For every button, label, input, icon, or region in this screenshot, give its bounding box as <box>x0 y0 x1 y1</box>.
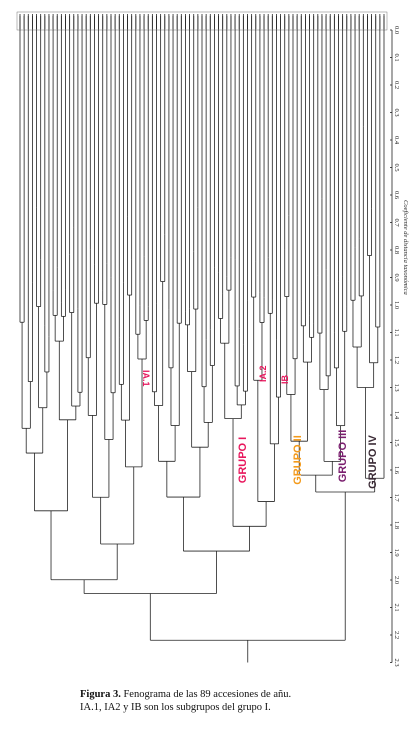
dendrogram: 0.0 0.1 0.2 0.3 0.4 0.5 0.6 0.7 0.8 0.9 1.0 1.1 1.2 1… <box>16 11 409 667</box>
caption-text: Fenograma de las 89 accesiones de añu. <box>123 689 292 700</box>
group-label-i: GRUPO I <box>237 437 249 483</box>
axis-tick-label: 2.3 <box>393 658 400 666</box>
subgroup-label-ia2: IA.2 <box>258 365 268 382</box>
subgroup-label-ib: IB <box>280 374 290 384</box>
axis-tick-label: 0.1 <box>393 53 400 61</box>
axis-tick-label: 1.7 <box>393 493 400 502</box>
axis-tick-label: 0.8 <box>393 246 400 254</box>
axis-tick-label: 0.6 <box>393 191 400 200</box>
caption-label: Figura 3. <box>80 689 121 700</box>
axis-tick-label: 0.7 <box>393 218 400 227</box>
axis-tick-label: 2.2 <box>393 631 400 639</box>
group-label-iii: GRUPO III <box>337 430 349 483</box>
axis-tick-label: 0.9 <box>393 273 400 281</box>
axis-tick-label: 1.4 <box>393 411 400 420</box>
axis-tick-label: 0.2 <box>393 81 400 89</box>
group-label-iv: GRUPO IV <box>367 434 379 488</box>
distance-axis: 0.0 0.1 0.2 0.3 0.4 0.5 0.6 0.7 0.8 0.9 1.0 1.1 1.2 1… <box>390 26 400 667</box>
axis-tick-label: 0.4 <box>393 136 400 145</box>
axis-tick-label: 2.1 <box>393 603 400 611</box>
axis-tick-label: 1.0 <box>393 301 400 309</box>
axis-tick-label: 0.0 <box>393 26 400 34</box>
axis-tick-label: 1.5 <box>393 438 400 446</box>
subgroup-label-ia1: IA.1 <box>141 370 151 387</box>
axis-label: Coeficiente de distancia taxonómica <box>402 200 409 295</box>
axis-tick-label: 1.3 <box>393 383 400 391</box>
axis-tick-label: 1.9 <box>393 548 400 556</box>
axis-tick-label: 1.1 <box>393 328 400 336</box>
axis-tick-label: 1.2 <box>393 356 400 364</box>
figure-caption: Figura 3. Fenograma de las 89 accesiones… <box>80 688 400 714</box>
leaf-branches <box>16 11 388 421</box>
axis-tick-label: 1.6 <box>393 466 400 475</box>
axis-tick-label: 2.0 <box>393 576 400 584</box>
group-label-ii: GRUPO II <box>292 435 304 485</box>
dendrogram-links <box>19 126 385 663</box>
axis-tick-label: 0.3 <box>393 108 400 116</box>
axis-tick-label: 0.5 <box>393 163 400 171</box>
caption-line2: IA.1, IA2 y IB son los subgrupos del gru… <box>80 702 271 713</box>
axis-tick-label: 1.8 <box>393 521 400 529</box>
